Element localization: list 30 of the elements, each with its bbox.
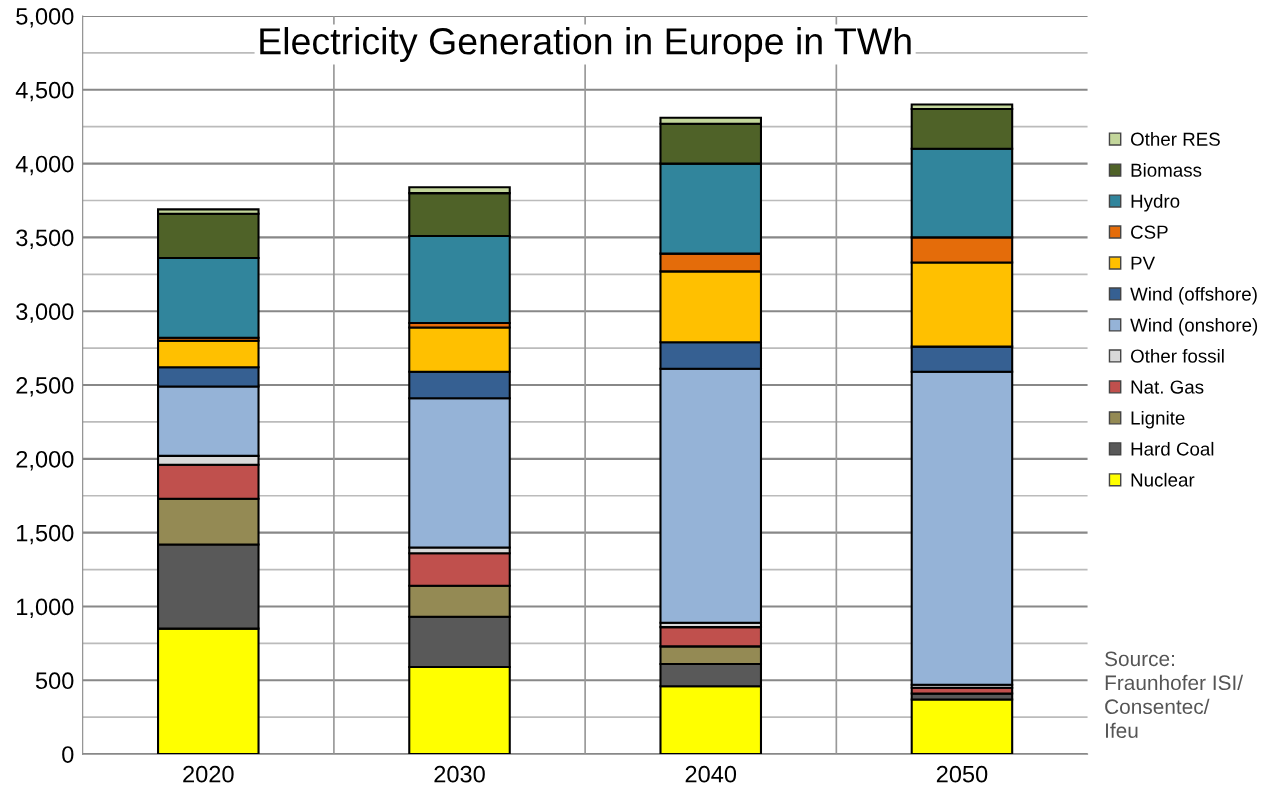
source-note: Source: Fraunhofer ISI/ Consentec/ Ifeu bbox=[1105, 651, 1244, 739]
y-tick-label: 1,000 bbox=[17, 598, 74, 619]
legend-label: CSP bbox=[1131, 225, 1168, 239]
y-tick-label: 4,000 bbox=[15, 155, 74, 176]
legend-label: Nat. Gas bbox=[1131, 380, 1204, 394]
legend-label: Wind (offshore) bbox=[1130, 286, 1257, 305]
bar bbox=[910, 698, 1014, 755]
y-tick-label: 1,500 bbox=[17, 524, 74, 545]
y-tick-label: 4,500 bbox=[15, 81, 74, 102]
chart-title: Electricity Generation in Europe in TWh bbox=[260, 27, 911, 62]
legend-label: Nuclear bbox=[1131, 472, 1195, 487]
x-tick-label: 2020 bbox=[183, 765, 234, 783]
y-tick-label: 3,000 bbox=[16, 303, 74, 323]
legend-label: Hydro bbox=[1131, 194, 1180, 212]
legend-label: Hard Coal bbox=[1131, 441, 1214, 456]
x-tick-label: 2050 bbox=[936, 765, 988, 783]
y-tick-label: 2,500 bbox=[16, 377, 74, 397]
y-tick-label: 2,000 bbox=[16, 450, 74, 471]
legend-label: Other fossil bbox=[1130, 348, 1224, 363]
legend-label: Other RES bbox=[1130, 132, 1220, 146]
x-tick-label: 2040 bbox=[685, 765, 737, 783]
y-tick-label: 5,000 bbox=[16, 8, 74, 28]
legend-label: Lignite bbox=[1131, 410, 1185, 429]
legend-label: Biomass bbox=[1131, 163, 1202, 177]
x-tick-label: 2030 bbox=[434, 765, 485, 783]
y-tick-label: 500 bbox=[35, 672, 74, 690]
legend-label: Wind (onshore) bbox=[1130, 317, 1258, 336]
y-tick-label: 3,500 bbox=[16, 229, 74, 249]
y-tick-label: 0 bbox=[62, 746, 74, 763]
legend-label: PV bbox=[1131, 256, 1156, 270]
